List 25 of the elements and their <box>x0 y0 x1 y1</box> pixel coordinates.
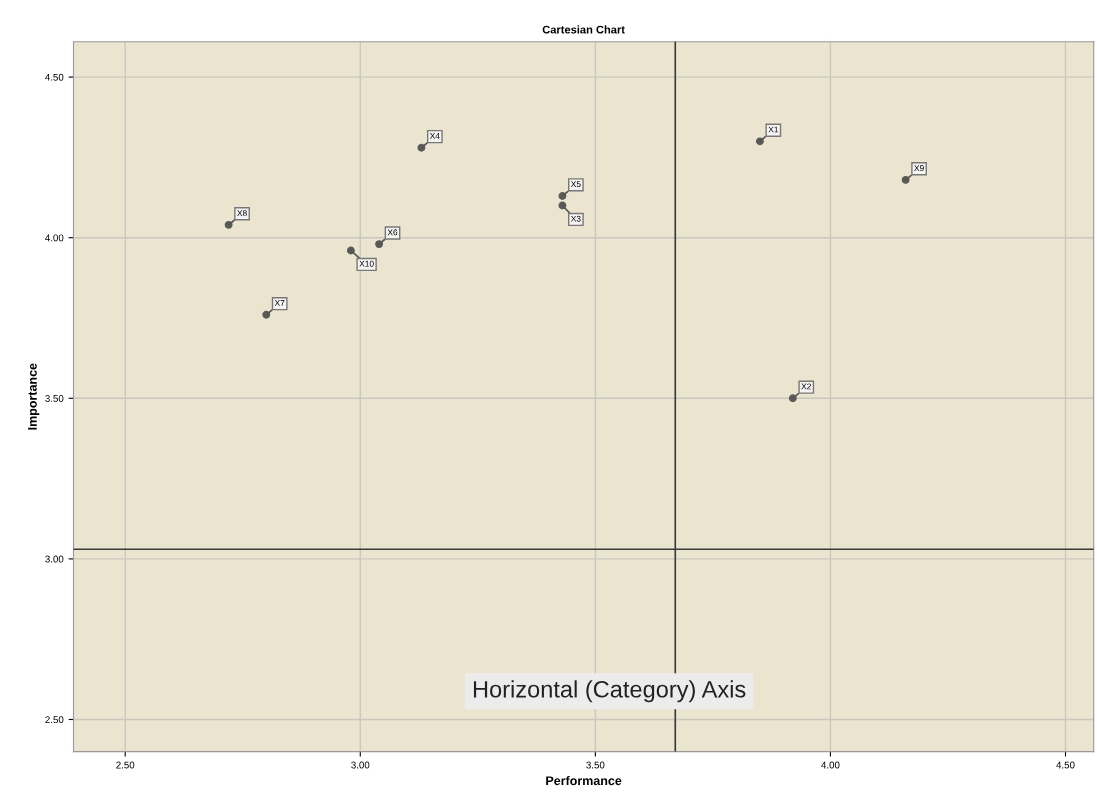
annotation: X9 <box>914 165 924 171</box>
y-tick-label: 4.00 <box>45 234 64 242</box>
y-tick-label: 2.50 <box>45 716 64 724</box>
x-tick-label: 4.50 <box>1056 761 1075 769</box>
annotation: X5 <box>570 181 581 188</box>
x-axis-title: Performance <box>546 775 622 786</box>
annotation: Horizontal (Category) Axis <box>473 680 746 703</box>
annotation: X2 <box>801 383 811 390</box>
chart-title: Cartesian Chart <box>542 25 625 34</box>
point <box>375 240 384 249</box>
y-tick-label: 4.50 <box>45 73 64 81</box>
y-axis-title: Importance <box>28 363 40 430</box>
y-tick-label: 3.50 <box>45 395 64 402</box>
x-tick-label: 3.00 <box>351 761 370 769</box>
annotation: X7 <box>274 300 285 306</box>
y-tick-label: 3.00 <box>45 555 64 563</box>
x-tick-label: 2.50 <box>116 761 135 769</box>
annotation: X6 <box>387 229 398 236</box>
x-tick-label: 3.50 <box>586 761 605 769</box>
annotation: X1 <box>768 126 779 133</box>
x-tick-label: 4.00 <box>821 761 840 769</box>
annotation: X8 <box>237 210 247 216</box>
annotation: X3 <box>570 215 581 222</box>
annotation: X10 <box>359 260 374 267</box>
annotation: X4 <box>429 133 440 139</box>
